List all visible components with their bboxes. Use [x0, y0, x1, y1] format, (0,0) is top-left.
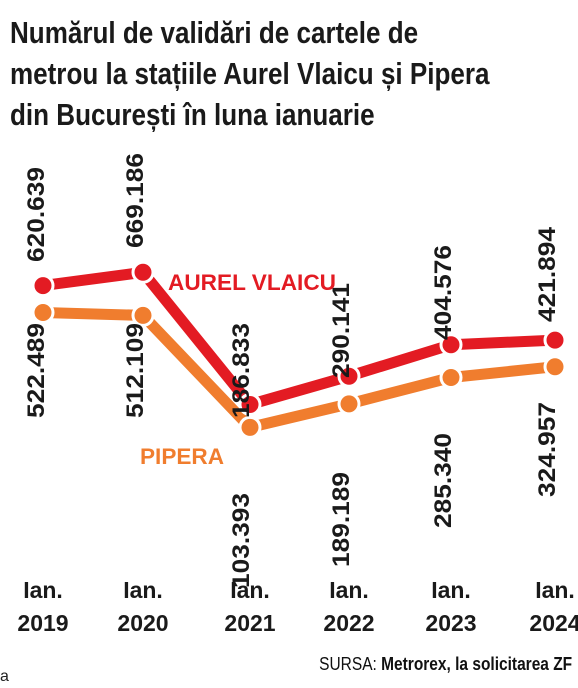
data-point-pipera: [543, 355, 567, 379]
value-label-pipera: 522.489: [23, 323, 50, 418]
value-label-aurel-vlaicu: 404.576: [430, 245, 457, 340]
x-tick-label: Ian.: [329, 577, 369, 603]
x-tick-label: 2021: [224, 610, 275, 636]
value-label-pipera: 103.393: [228, 493, 255, 588]
title-line-1: Numărul de validări de cartele de: [10, 15, 419, 50]
value-label-aurel-vlaicu: 290.141: [328, 283, 355, 378]
source-text: Metrorex, la solicitarea ZF: [380, 654, 572, 674]
source-label: SURSA:: [319, 654, 377, 674]
series-line-pipera: [37, 307, 561, 433]
data-point-aurel-vlaicu: [543, 328, 567, 352]
x-tick-label: Ian.: [230, 577, 270, 603]
x-tick-label: 2023: [425, 610, 476, 636]
series-line-aurel-vlaicu: [37, 266, 561, 410]
data-point-pipera: [238, 415, 262, 439]
value-label-aurel-vlaicu: 186.833: [228, 323, 255, 418]
value-label-pipera: 512.109: [122, 323, 149, 418]
value-label-aurel-vlaicu: 620.639: [23, 167, 50, 262]
data-point-pipera: [131, 303, 155, 327]
source-note: SURSA: Metrorex, la solicitarea ZF: [319, 654, 572, 675]
x-tick-label: 2022: [323, 610, 374, 636]
value-label-aurel-vlaicu: 421.894: [534, 226, 561, 322]
data-point-aurel-vlaicu: [238, 393, 262, 416]
value-label-aurel-vlaicu: 669.186: [122, 153, 149, 248]
x-tick-label: 2020: [117, 610, 168, 636]
x-tick-label: 2019: [17, 610, 68, 636]
value-label-pipera: 285.340: [430, 433, 457, 528]
title-line-3: din București în luna ianuarie: [10, 97, 375, 132]
title-line-2: metrou la stațiile Aurel Vlaicu și Piper…: [10, 56, 490, 91]
x-tick-label: Ian.: [23, 577, 63, 603]
data-point-aurel-vlaicu: [131, 260, 155, 284]
data-point-aurel-vlaicu: [439, 333, 463, 357]
x-tick-label: 2024: [529, 610, 578, 636]
data-point-aurel-vlaicu: [31, 274, 55, 298]
value-label-pipera: 324.957: [534, 402, 561, 497]
data-point-pipera: [337, 392, 361, 416]
data-point-aurel-vlaicu: [337, 364, 361, 388]
value-label-pipera: 189.189: [328, 472, 355, 567]
x-tick-label: Ian.: [431, 577, 471, 603]
x-tick-label: Ian.: [535, 577, 575, 603]
series-label-pipera: PIPERA: [140, 444, 224, 469]
series-label-aurel-vlaicu: AUREL VLAICU: [168, 270, 336, 295]
x-tick-label: Ian.: [123, 577, 163, 603]
chart-title: Numărul de validări de cartele de metrou…: [10, 12, 490, 135]
data-point-pipera: [439, 366, 463, 389]
data-point-pipera: [31, 301, 55, 324]
corner-mark: a: [0, 668, 9, 685]
